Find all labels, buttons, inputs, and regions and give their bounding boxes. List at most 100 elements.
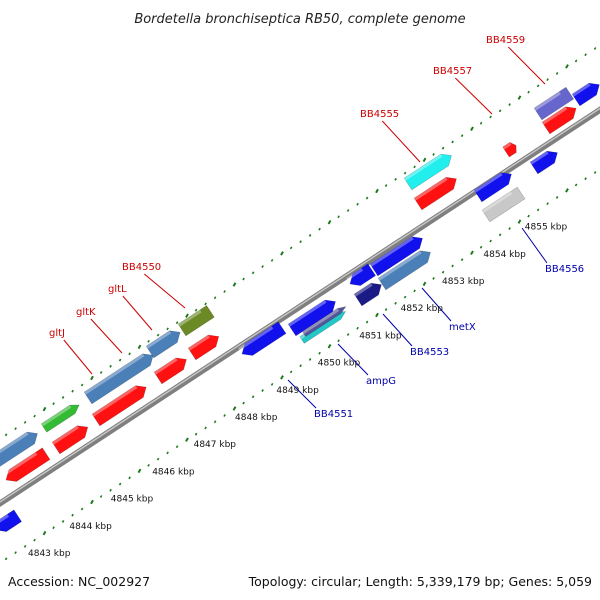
leader-line (63, 339, 93, 375)
tick-mark (517, 219, 522, 224)
tick-mark (527, 214, 530, 218)
tick-mark (242, 401, 245, 405)
gene-arrow-BB4553 (353, 282, 382, 307)
scale-label: 4845 kbp (111, 495, 154, 505)
tick-mark (451, 264, 454, 268)
tick-mark (403, 295, 407, 299)
tick-mark (517, 95, 522, 100)
tick-mark (546, 78, 549, 82)
tick-mark (584, 177, 587, 181)
tick-mark (365, 320, 369, 324)
leader-line (143, 273, 186, 309)
tick-mark (204, 426, 207, 430)
tick-mark (251, 395, 255, 399)
genome-backbone (0, 106, 600, 508)
tick-mark (413, 289, 416, 293)
tick-mark (61, 520, 65, 523)
tick-mark (299, 240, 302, 244)
tick-mark (213, 296, 217, 300)
gene-labels: gltJ gltK gltL BB4550 BB4555 BB4557 BB4559 BB45… (49, 35, 584, 420)
tick-mark (175, 321, 179, 325)
tick-mark (109, 488, 112, 492)
tick-mark (251, 271, 255, 275)
gene-label: gltK (76, 307, 96, 318)
tick-mark (280, 375, 284, 380)
gene-arrow-gltK (40, 404, 80, 433)
scale-label: 4851 kbp (359, 331, 402, 341)
tick-mark (137, 468, 142, 474)
tick-mark (479, 245, 483, 249)
leader-line (90, 318, 123, 354)
gene-label: metX (449, 322, 476, 333)
tick-mark (166, 451, 169, 455)
tick-mark (460, 134, 464, 138)
gene-arrow-r2 (51, 425, 89, 455)
accession-text: Accession: NC_002927 (8, 574, 150, 589)
gene-features (0, 82, 600, 532)
tick-mark (14, 551, 17, 555)
tick-mark (346, 209, 350, 212)
scale-label: 4850 kbp (318, 359, 361, 369)
tick-mark (185, 437, 189, 442)
gene-arrow-r4 (153, 357, 187, 385)
tick-mark (508, 103, 511, 106)
tick-mark (394, 177, 397, 181)
gene-label: gltL (108, 284, 127, 295)
tick-mark (451, 140, 454, 144)
bottom-dotted-tick-track (4, 171, 597, 561)
tick-mark (470, 250, 474, 255)
scale-label: 4849 kbp (276, 386, 319, 396)
tick-mark (23, 544, 27, 548)
tick-mark (593, 47, 597, 50)
tick-mark (289, 246, 293, 250)
tick-mark (42, 530, 47, 536)
tick-mark (80, 383, 84, 387)
tick-mark (536, 84, 540, 88)
tick-mark (52, 526, 55, 530)
tick-mark (52, 402, 55, 406)
gene-arrow-BB4557 (502, 142, 517, 158)
tick-mark (71, 513, 74, 517)
gene-box-BB4550 (177, 305, 215, 337)
tick-mark (318, 227, 321, 231)
leader-line (337, 343, 369, 376)
leader-line (421, 287, 452, 322)
tick-mark (470, 126, 474, 131)
scale-label: 4852 kbp (401, 304, 444, 314)
tick-mark (204, 302, 207, 306)
tick-mark (261, 265, 264, 268)
tick-mark (270, 382, 274, 386)
tick-mark (128, 476, 131, 480)
gene-label: BB4555 (360, 109, 399, 120)
gene-arrow-r5 (187, 334, 220, 361)
tick-mark (498, 109, 502, 113)
gene-label: BB4556 (545, 264, 584, 275)
gene-box-BB4559 (533, 86, 575, 121)
tick-mark (403, 171, 407, 175)
tick-mark (242, 277, 245, 281)
tick-mark (479, 121, 483, 125)
tick-mark (61, 396, 65, 399)
tick-mark (432, 153, 435, 156)
gene-arrow-BB4551 (238, 321, 287, 356)
tick-mark (223, 414, 226, 417)
gene-label: BB4551 (314, 409, 353, 420)
map-title: Bordetella bronchiseptica RB50, complete… (134, 12, 465, 27)
scale-label: 4847 kbp (194, 440, 237, 450)
tick-mark (118, 358, 122, 362)
scale-label: 4844 kbp (69, 522, 112, 532)
label-leader-lines (63, 46, 548, 409)
tick-mark (299, 364, 302, 368)
tick-mark (289, 370, 293, 374)
gene-arrow-r7 (541, 106, 577, 135)
scale-label: 4855 kbp (525, 223, 568, 233)
leader-line (287, 379, 317, 409)
tick-mark (175, 445, 179, 449)
gene-arrow-r6 (413, 176, 457, 211)
tick-mark (536, 208, 540, 212)
tick-mark (441, 270, 445, 274)
tick-mark (356, 202, 359, 206)
gene-arrow-b6 (529, 150, 558, 175)
tick-mark (4, 557, 8, 561)
